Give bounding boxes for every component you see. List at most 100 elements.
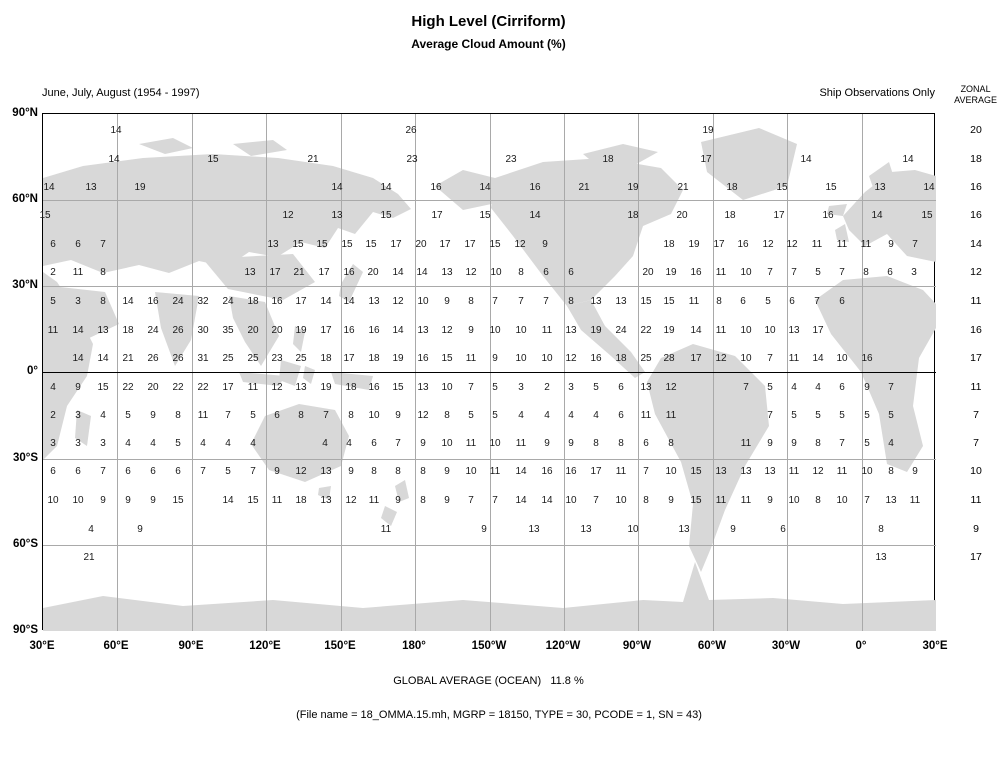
grid-value: 21	[83, 552, 95, 563]
grid-value: 7	[518, 296, 524, 307]
grid-value: 8	[593, 438, 599, 449]
grid-value: 12	[345, 495, 357, 506]
grid-value: 10	[627, 524, 639, 535]
grid-value: 15	[39, 210, 51, 221]
grid-value: 7	[864, 495, 870, 506]
grid-value: 17	[222, 382, 234, 393]
grid-value: 11	[541, 325, 553, 336]
grid-value: 15	[97, 382, 109, 393]
grid-value: 8	[815, 495, 821, 506]
grid-value: 11	[615, 466, 627, 477]
grid-value: 16	[368, 325, 380, 336]
grid-value: 11	[811, 239, 823, 250]
grid-value: 4	[250, 438, 256, 449]
grid-value: 9	[912, 466, 918, 477]
grid-value: 7	[100, 466, 106, 477]
zonal-average-value: 10	[970, 465, 982, 477]
zonal-average-header: ZONAL AVERAGE	[954, 84, 997, 106]
grid-value: 9	[544, 438, 550, 449]
grid-value: 9	[481, 524, 487, 535]
grid-value: 15	[776, 182, 788, 193]
grid-value: 4	[200, 438, 206, 449]
zonal-average-value: 20	[970, 124, 982, 136]
lat-tick-label: 60°S	[12, 538, 38, 550]
grid-value: 25	[640, 353, 652, 364]
grid-value: 18	[663, 239, 675, 250]
grid-value: 5	[50, 296, 56, 307]
grid-value: 8	[643, 495, 649, 506]
grid-value: 6	[740, 296, 746, 307]
grid-value: 8	[348, 410, 354, 421]
grid-value: 16	[861, 353, 873, 364]
grid-value: 15	[172, 495, 184, 506]
grid-value: 3	[100, 438, 106, 449]
grid-value: 15	[479, 210, 491, 221]
grid-value: 11	[640, 410, 652, 421]
grid-value: 12	[465, 267, 477, 278]
grid-value: 14	[122, 296, 134, 307]
grid-value: 13	[885, 495, 897, 506]
grid-value: 17	[390, 239, 402, 250]
grid-value: 11	[465, 438, 477, 449]
grid-value: 31	[197, 353, 209, 364]
grid-value: 15	[247, 495, 259, 506]
grid-value: 17	[812, 325, 824, 336]
grid-value: 16	[343, 267, 355, 278]
grid-value: 6	[643, 438, 649, 449]
grid-value: 4	[88, 524, 94, 535]
grid-value: 10	[541, 353, 553, 364]
lon-tick-label: 150°W	[471, 640, 507, 652]
grid-value: 32	[197, 296, 209, 307]
grid-value: 9	[888, 239, 894, 250]
grid-value: 19	[663, 325, 675, 336]
grid-value: 14	[800, 154, 812, 165]
grid-value: 6	[839, 296, 845, 307]
grid-value: 13	[417, 325, 429, 336]
grid-value: 8	[815, 438, 821, 449]
grid-value: 9	[420, 438, 426, 449]
grid-value: 14	[320, 296, 332, 307]
grid-value: 3	[518, 382, 524, 393]
grid-value: 10	[72, 495, 84, 506]
grid-value: 10	[836, 353, 848, 364]
grid-value: 26	[172, 325, 184, 336]
grid-value: 24	[615, 325, 627, 336]
grid-value: 5	[468, 410, 474, 421]
grid-value: 7	[492, 296, 498, 307]
grid-value: 7	[839, 438, 845, 449]
grid-value: 16	[822, 210, 834, 221]
grid-value: 10	[764, 325, 776, 336]
grid-value: 16	[565, 466, 577, 477]
grid-value: 13	[267, 239, 279, 250]
grid-value: 11	[489, 466, 501, 477]
grid-value: 14	[97, 353, 109, 364]
source-label: Ship Observations Only	[819, 87, 935, 99]
grid-value: 11	[197, 410, 209, 421]
grid-value: 11	[909, 495, 921, 506]
grid-value: 19	[627, 182, 639, 193]
grid-value: 10	[788, 495, 800, 506]
grid-value: 13	[97, 325, 109, 336]
grid-value: 14	[43, 182, 55, 193]
grid-value: 6	[887, 267, 893, 278]
grid-value: 6	[568, 267, 574, 278]
grid-value: 10	[740, 325, 752, 336]
grid-value: 9	[668, 495, 674, 506]
grid-value: 12	[514, 239, 526, 250]
grid-value: 5	[492, 410, 498, 421]
grid-value: 7	[100, 239, 106, 250]
grid-value: 10	[368, 410, 380, 421]
zonal-average-value: 11	[970, 295, 982, 307]
grid-value: 6	[274, 410, 280, 421]
grid-value: 7	[814, 296, 820, 307]
grid-value: 5	[864, 410, 870, 421]
grid-value: 7	[912, 239, 918, 250]
grid-value: 18	[345, 382, 357, 393]
grid-value: 13	[565, 325, 577, 336]
lon-tick-label: 120°E	[249, 640, 281, 652]
grid-value: 11	[740, 495, 752, 506]
lat-tick-label: 30°N	[12, 279, 38, 291]
grid-value: 22	[640, 325, 652, 336]
grid-value: 7	[839, 267, 845, 278]
